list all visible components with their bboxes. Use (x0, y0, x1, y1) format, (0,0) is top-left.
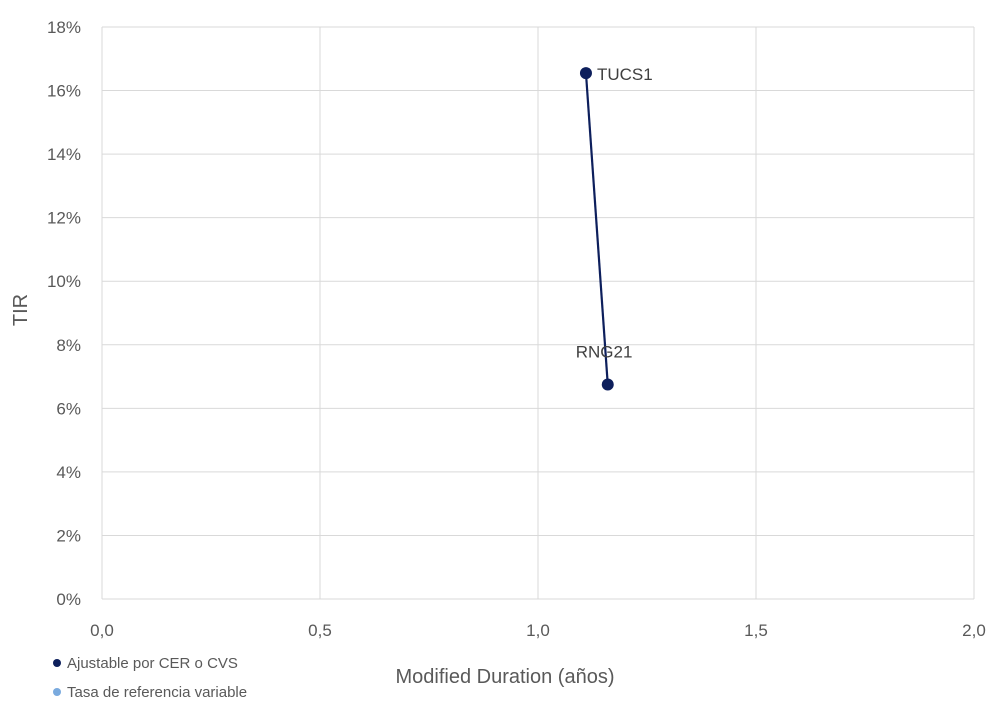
y-tick-label: 14% (47, 145, 81, 164)
y-tick-label: 2% (56, 526, 81, 545)
legend-label: Tasa de referencia variable (67, 684, 247, 701)
legend-marker (53, 688, 61, 696)
series-layer: TUCS1 RNG21 (576, 65, 653, 391)
y-tick-label: 16% (47, 82, 81, 101)
x-tick-label: 1,5 (744, 621, 768, 640)
y-axis-ticks: 0% 2% 4% 6% 8% 10% 12% 14% 16% 18% (47, 18, 81, 609)
x-axis-ticks: 0,0 0,5 1,0 1,5 2,0 (90, 621, 986, 640)
y-axis-title: TIR (10, 294, 32, 326)
x-axis-title: Modified Duration (años) (396, 666, 615, 688)
grid (101, 26, 975, 600)
x-tick-label: 0,0 (90, 621, 114, 640)
data-point (601, 378, 614, 391)
y-tick-label: 6% (56, 399, 81, 418)
y-tick-label: 0% (56, 590, 81, 609)
y-tick-label: 10% (47, 272, 81, 291)
y-tick-label: 8% (56, 336, 81, 355)
x-tick-label: 2,0 (962, 621, 986, 640)
data-point (579, 67, 592, 80)
legend-label: Ajustable por CER o CVS (67, 655, 238, 672)
y-tick-label: 4% (56, 463, 81, 482)
y-tick-label: 12% (47, 209, 81, 228)
series-line (584, 73, 609, 385)
data-label: RNG21 (576, 343, 633, 362)
legend-marker (53, 659, 61, 667)
legend: Ajustable por CER o CVS Tasa de referenci… (53, 655, 247, 701)
x-tick-label: 0,5 (308, 621, 332, 640)
y-tick-label: 18% (47, 18, 81, 37)
data-label: TUCS1 (597, 65, 653, 84)
x-tick-label: 1,0 (526, 621, 550, 640)
